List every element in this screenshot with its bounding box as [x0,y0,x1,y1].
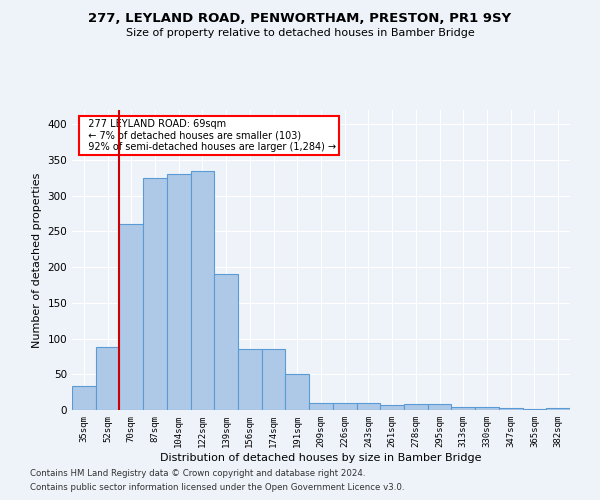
Bar [428,404,451,410]
Bar [380,405,404,410]
Bar [546,408,570,410]
Bar [404,404,428,410]
Bar [72,386,96,410]
Text: Contains public sector information licensed under the Open Government Licence v3: Contains public sector information licen… [30,484,404,492]
Bar [523,408,546,410]
Bar [451,407,475,410]
Bar [96,347,119,410]
Bar [356,403,380,410]
Bar [167,174,191,410]
Bar [143,178,167,410]
Bar [191,170,214,410]
Bar [286,374,309,410]
Text: Contains HM Land Registry data © Crown copyright and database right 2024.: Contains HM Land Registry data © Crown c… [30,468,365,477]
X-axis label: Distribution of detached houses by size in Bamber Bridge: Distribution of detached houses by size … [160,452,482,462]
Bar [333,403,356,410]
Bar [499,408,523,410]
Bar [119,224,143,410]
Text: Size of property relative to detached houses in Bamber Bridge: Size of property relative to detached ho… [125,28,475,38]
Bar [475,407,499,410]
Text: 277 LEYLAND ROAD: 69sqm
  ← 7% of detached houses are smaller (103)
  92% of sem: 277 LEYLAND ROAD: 69sqm ← 7% of detached… [82,119,336,152]
Bar [214,274,238,410]
Text: 277, LEYLAND ROAD, PENWORTHAM, PRESTON, PR1 9SY: 277, LEYLAND ROAD, PENWORTHAM, PRESTON, … [88,12,512,26]
Y-axis label: Number of detached properties: Number of detached properties [32,172,42,348]
Bar [238,350,262,410]
Bar [262,350,286,410]
Bar [309,403,333,410]
